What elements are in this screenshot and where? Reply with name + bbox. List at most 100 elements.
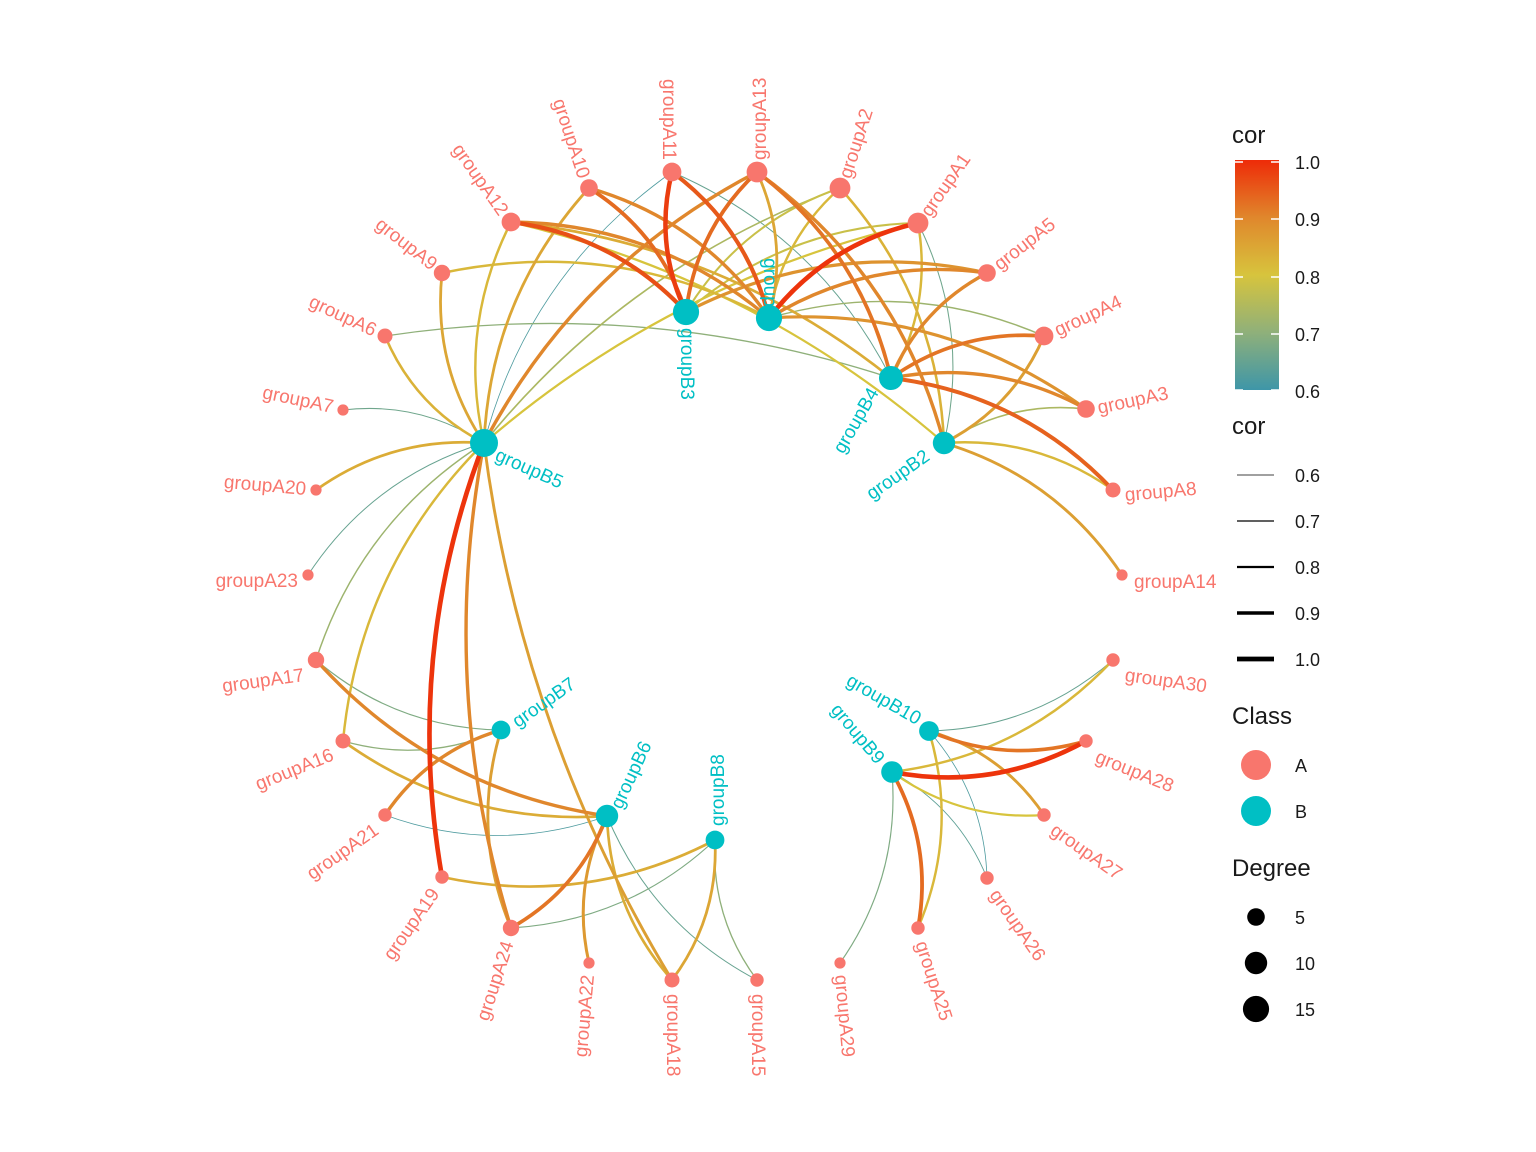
edge-groupA8-groupB4 [889,376,1115,492]
node-label-groupA12: groupA12 [448,140,512,220]
edge-groupA20-groupB5 [314,440,486,492]
node-label-groupA29: groupA29 [830,974,858,1058]
node-groupA26 [980,871,994,885]
node-groupA9 [433,264,451,282]
degree-legend-key [1247,908,1265,926]
node-groupA3 [1077,400,1095,418]
node-groupB10 [919,721,939,741]
node-groupB4 [879,366,903,390]
edge-groupA1-groupB1 [766,220,921,321]
color-legend-ticks [1235,161,1279,391]
node-groupB9 [881,761,903,783]
edge-groupA29-groupB9 [839,771,894,964]
node-label-groupA8: groupA8 [1124,479,1197,506]
node-label-groupB2: groupB2 [863,446,934,504]
edge-groupA10-groupB5 [482,186,591,445]
node-label-groupB6: groupB6 [607,738,656,812]
edge-groupA4-groupB2 [942,334,1046,445]
node-label-groupB3: groupB3 [676,328,697,400]
edge-groupA2-groupB2 [838,186,946,445]
node-label-groupA11: groupA11 [658,79,679,160]
width-legend: 0.6 0.7 0.8 0.9 1.0 [1237,466,1320,670]
node-label-groupA1: groupA1 [917,150,975,221]
node-groupA7 [337,404,349,416]
node-groupA14 [1116,569,1128,581]
node-label-groupA20: groupA20 [223,472,307,500]
edge-groupA11-groupB1 [669,169,772,321]
node-label-groupA23: groupA23 [216,571,298,592]
node-groupA6 [377,328,393,344]
edge-groupA3-groupB4 [889,370,1088,411]
node-groupA5 [978,264,996,282]
node-label-groupA16: groupA16 [252,745,336,795]
node-groupA15 [750,973,764,987]
node-groupA4 [1034,326,1054,346]
node-groupA16 [335,733,351,749]
width-legend-label: 0.8 [1295,558,1320,578]
node-groupB3 [672,298,700,326]
node-groupA11 [662,162,682,182]
edge-groupA6-groupB5 [383,334,486,445]
degree-legend: 5 10 15 [1242,908,1315,1023]
node-label-groupA9: groupA9 [371,214,441,275]
edge-groupA7-groupB5 [342,407,485,444]
node-groupB2 [932,431,956,455]
color-tick-label: 0.6 [1295,382,1320,402]
edge-groupA13-groupB2 [755,170,946,445]
node-groupA29 [834,957,846,969]
edge-groupA18-groupB8 [670,838,717,982]
width-legend-label: 0.9 [1295,604,1320,624]
class-legend-key-B [1241,796,1271,826]
degree-legend-label: 5 [1295,908,1305,928]
node-groupA8 [1105,482,1121,498]
edge-groupA13-groupB1 [755,170,779,320]
edge-groupA24-groupB8 [510,839,716,929]
color-legend-title: cor [1232,122,1265,149]
edge-groupA21-groupB7 [383,728,503,817]
edge-groupA1-groupB4 [889,221,923,380]
color-legend-bar [1235,160,1279,390]
edge-groupA24-groupB6 [509,814,609,930]
node-label-groupA13: groupA13 [750,78,771,160]
width-legend-label: 1.0 [1295,650,1320,670]
node-groupA17 [307,651,325,669]
edge-groupA10-groupB1 [587,186,771,320]
color-tick-label: 0.9 [1295,210,1320,230]
node-label-groupA28: groupA28 [1092,747,1176,797]
node-label-groupB8: groupB8 [708,754,729,826]
node-groupA21 [378,808,392,822]
node-label-groupA6: groupA6 [306,292,380,341]
edge-groupA2-groupB5 [483,187,841,444]
class-legend-label: A [1295,756,1307,776]
edge-groupA25-groupB9 [890,770,924,930]
edge-groupA9-groupB5 [439,271,486,445]
degree-legend-key [1242,995,1270,1023]
edge-groupA17-groupB6 [314,658,609,818]
class-legend-title: Class [1232,703,1292,730]
width-legend-label: 0.7 [1295,512,1320,532]
node-label-groupA30: groupA30 [1124,665,1209,697]
node-groupA18 [664,972,680,988]
edge-groupA28-groupB9 [889,738,1089,780]
node-label-groupA26: groupA26 [985,886,1049,966]
degree-legend-label: 15 [1295,1000,1315,1020]
node-groupB7 [491,720,511,740]
edge-groupA27-groupB9 [890,770,1046,817]
edge-groupA6-groupB4 [384,322,892,379]
edge-groupA9-groupB1 [440,260,771,320]
node-groupA28 [1079,734,1093,748]
edge-groupA16-groupB5 [341,441,486,743]
edge-groupA15-groupB6 [606,815,758,981]
node-label-groupA17: groupA17 [221,665,306,697]
edge-groupA19-groupB5 [427,440,487,880]
class-legend: AB [1241,750,1307,826]
node-label-groupA15: groupA15 [747,994,768,1076]
edge-groupA11-groupB3 [663,169,689,315]
node-groupA10 [580,179,598,197]
edge-groupA18-groupB6 [605,814,674,982]
edge-groupA22-groupB6 [581,814,609,965]
legend: cor 1.0 0.9 0.8 0.7 0.6 cor 0.6 0.7 0.8 0.9… [1232,122,1320,1023]
node-label-groupA27: groupA27 [1046,820,1126,884]
node-label-groupA4: groupA4 [1051,292,1125,342]
width-legend-label: 0.6 [1295,466,1320,486]
